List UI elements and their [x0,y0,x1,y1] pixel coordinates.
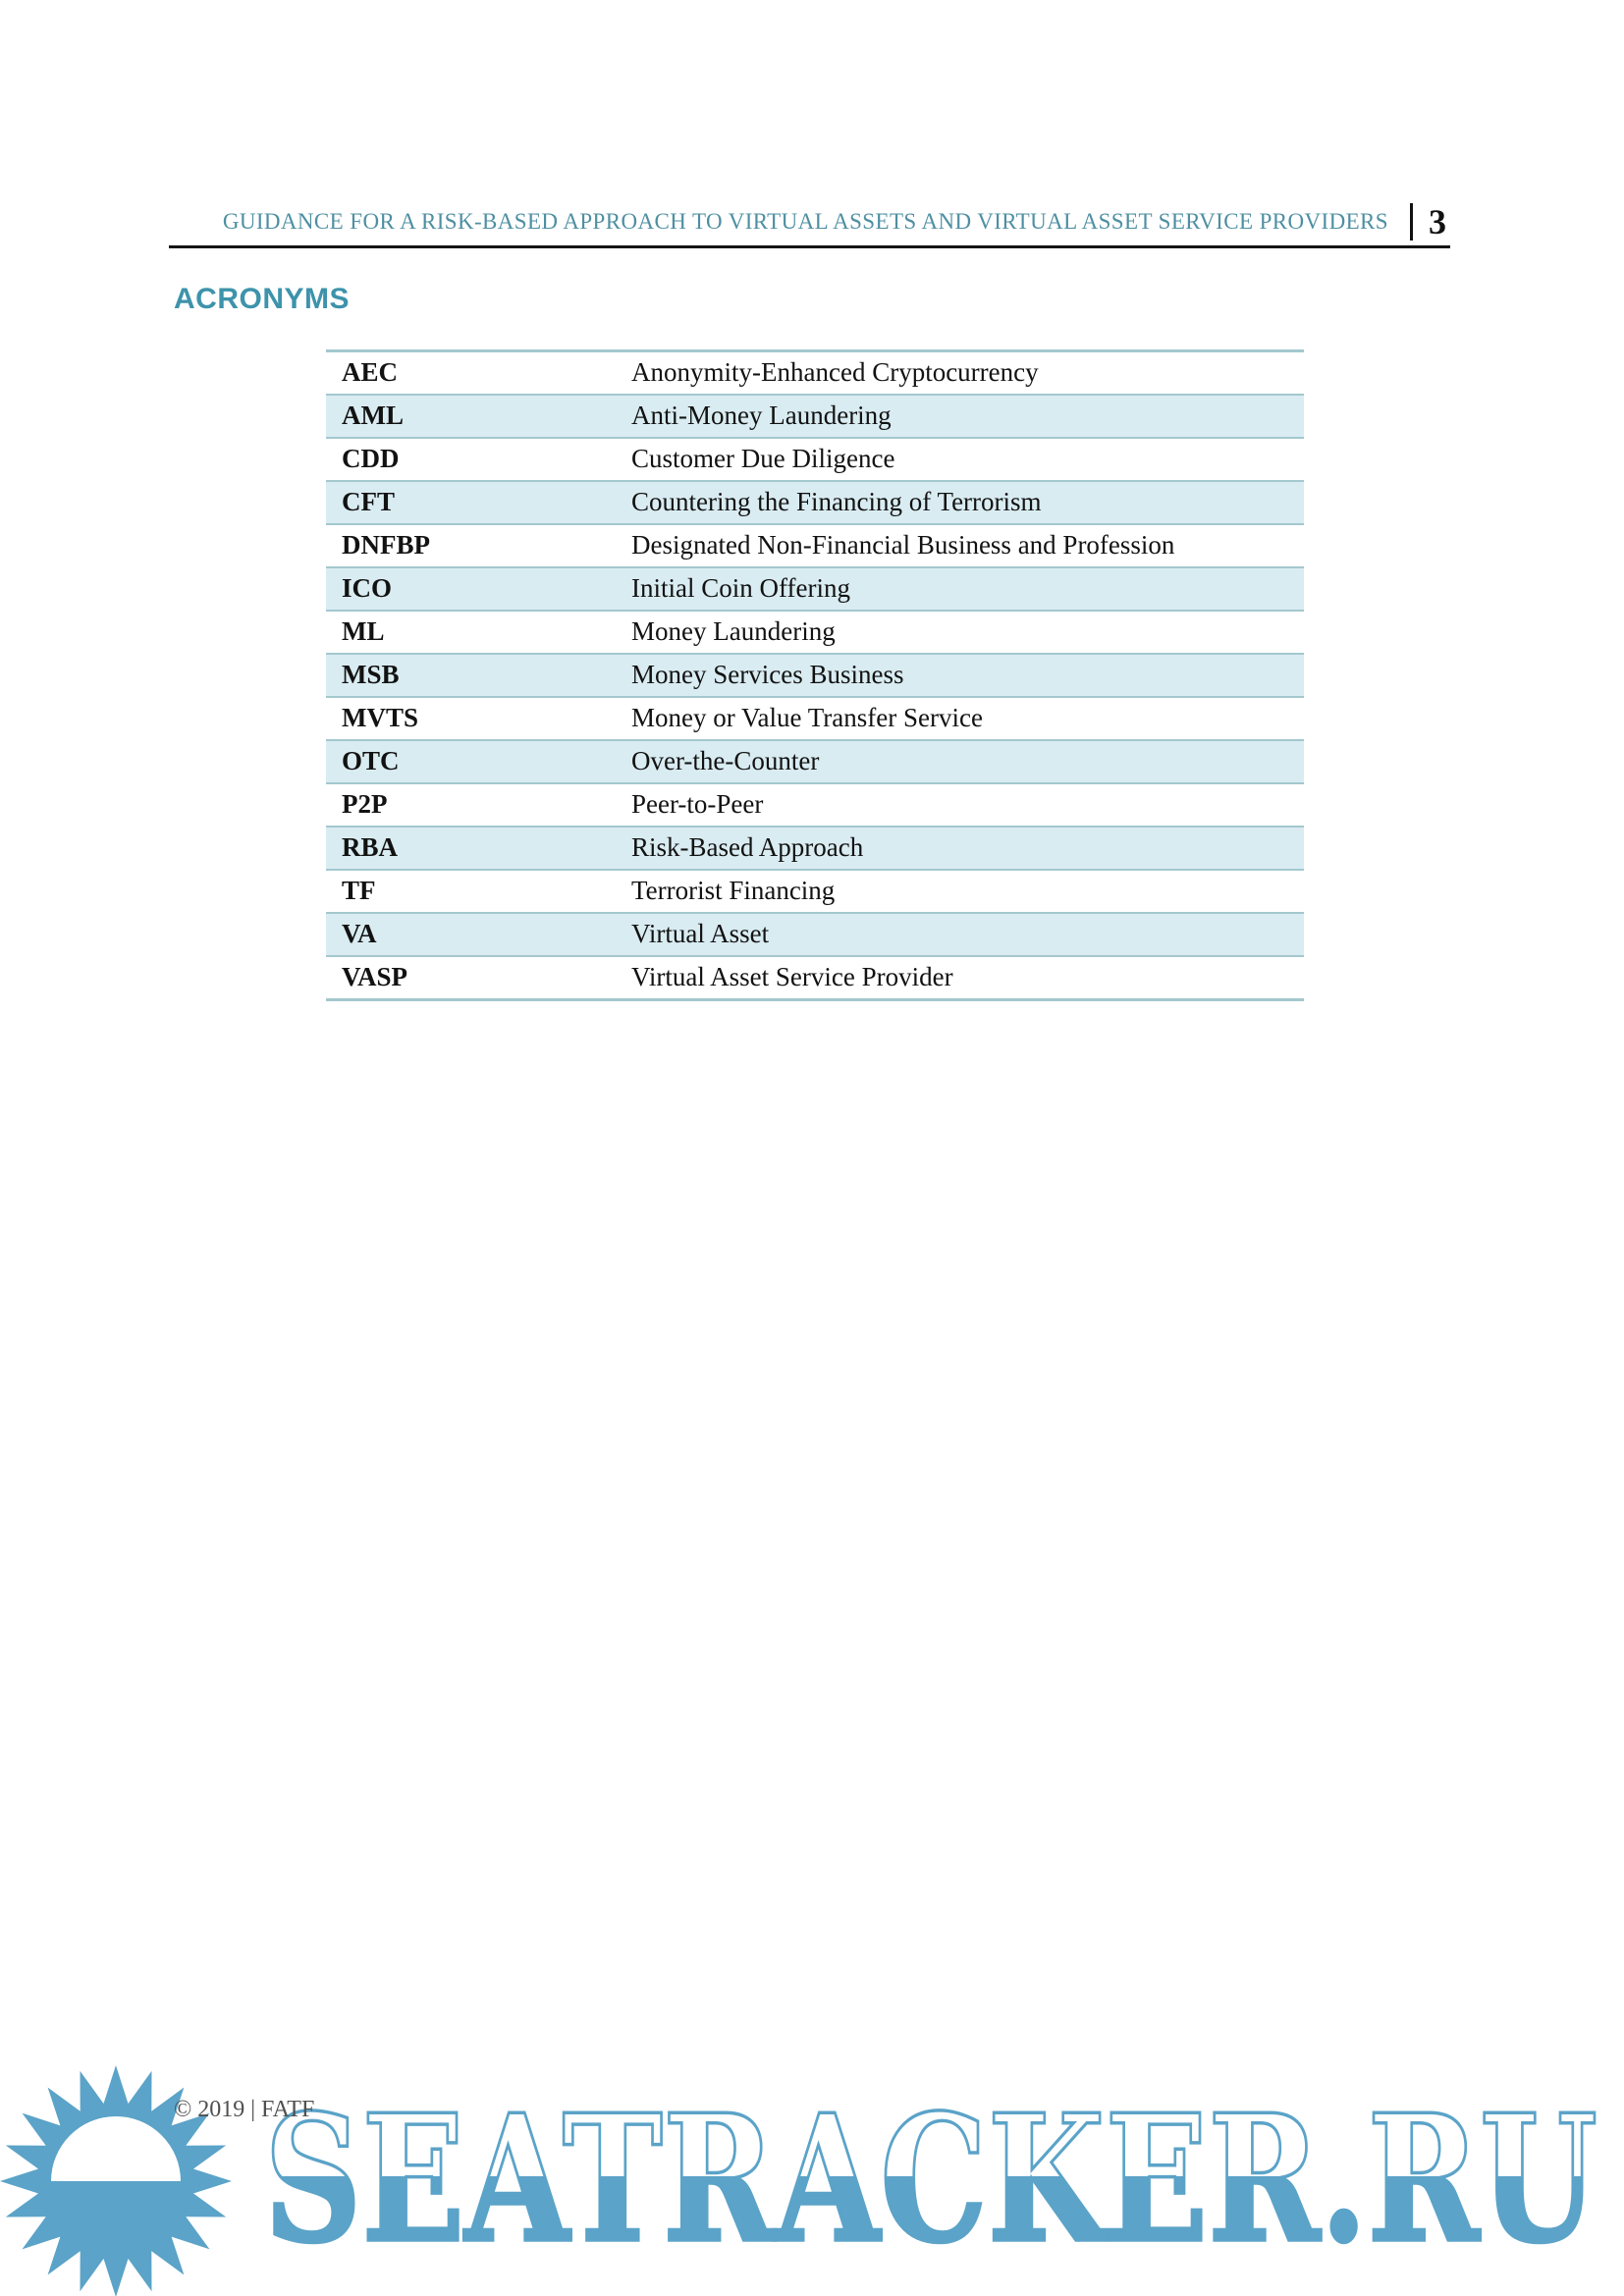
watermark-text: SEATRACKER.RU [264,2101,1597,2258]
acronym-cell: VA [342,919,377,949]
table-row: VA Virtual Asset [326,913,1304,956]
sun-dome [51,2116,181,2181]
definition-cell: Risk-Based Approach [631,832,864,863]
acronym-cell: DNFBP [342,530,430,561]
table-row: ML Money Laundering [326,611,1304,654]
watermark: SEATRACKER.RU [262,2101,1599,2258]
definition-cell: Terrorist Financing [631,876,836,906]
acronym-cell: AML [342,400,404,431]
acronym-cell: VASP [342,962,408,992]
section-title: ACRONYMS [174,283,351,315]
definition-cell: Money Laundering [631,616,836,647]
definition-cell: Virtual Asset [631,919,770,949]
table-row: MSB Money Services Business [326,654,1304,697]
acronyms-table-body: AEC Anonymity-Enhanced Cryptocurrency AM… [326,351,1304,1000]
acronym-cell: CDD [342,444,400,474]
acronym-cell: CFT [342,487,395,517]
table-row: OTC Over-the-Counter [326,740,1304,783]
header-divider-bar [1410,203,1413,240]
header-rule [169,245,1450,248]
acronym-cell: RBA [342,832,399,863]
table-row: MVTS Money or Value Transfer Service [326,697,1304,740]
definition-cell: Initial Coin Offering [631,573,850,604]
acronym-cell: OTC [342,746,400,776]
definition-cell: Countering the Financing of Terrorism [631,487,1042,517]
acronyms-table: AEC Anonymity-Enhanced Cryptocurrency AM… [326,349,1304,1001]
acronym-cell: MSB [342,660,400,690]
acronym-cell: AEC [342,357,399,388]
table-row: P2P Peer-to-Peer [326,783,1304,827]
table-row: AML Anti-Money Laundering [326,395,1304,438]
definition-cell: Anonymity-Enhanced Cryptocurrency [631,357,1039,388]
sun-logo-icon [0,2065,232,2296]
acronym-cell: TF [342,876,376,906]
definition-cell: Money or Value Transfer Service [631,703,983,733]
acronym-cell: P2P [342,789,388,820]
page-number: 3 [1429,202,1446,241]
page-header: GUIDANCE FOR A RISK-BASED APPROACH TO VI… [169,198,1450,245]
definition-cell: Peer-to-Peer [631,789,764,820]
table-row: RBA Risk-Based Approach [326,827,1304,870]
table-row: VASP Virtual Asset Service Provider [326,956,1304,1000]
table-row: CDD Customer Due Diligence [326,438,1304,481]
definition-cell: Anti-Money Laundering [631,400,892,431]
definition-cell: Over-the-Counter [631,746,820,776]
acronym-cell: MVTS [342,703,419,733]
acronym-cell: ICO [342,573,393,604]
copyright-text: © 2019 | FATF [174,2097,315,2122]
table-row: TF Terrorist Financing [326,870,1304,913]
table-row: DNFBP Designated Non-Financial Business … [326,524,1304,567]
acronym-cell: ML [342,616,385,647]
table-row: CFT Countering the Financing of Terroris… [326,481,1304,524]
definition-cell: Virtual Asset Service Provider [631,962,953,992]
definition-cell: Designated Non-Financial Business and Pr… [631,530,1175,561]
table-row: AEC Anonymity-Enhanced Cryptocurrency [326,351,1304,396]
definition-cell: Money Services Business [631,660,904,690]
header-title: GUIDANCE FOR A RISK-BASED APPROACH TO VI… [222,209,1388,234]
definition-cell: Customer Due Diligence [631,444,895,474]
table-row: ICO Initial Coin Offering [326,567,1304,611]
